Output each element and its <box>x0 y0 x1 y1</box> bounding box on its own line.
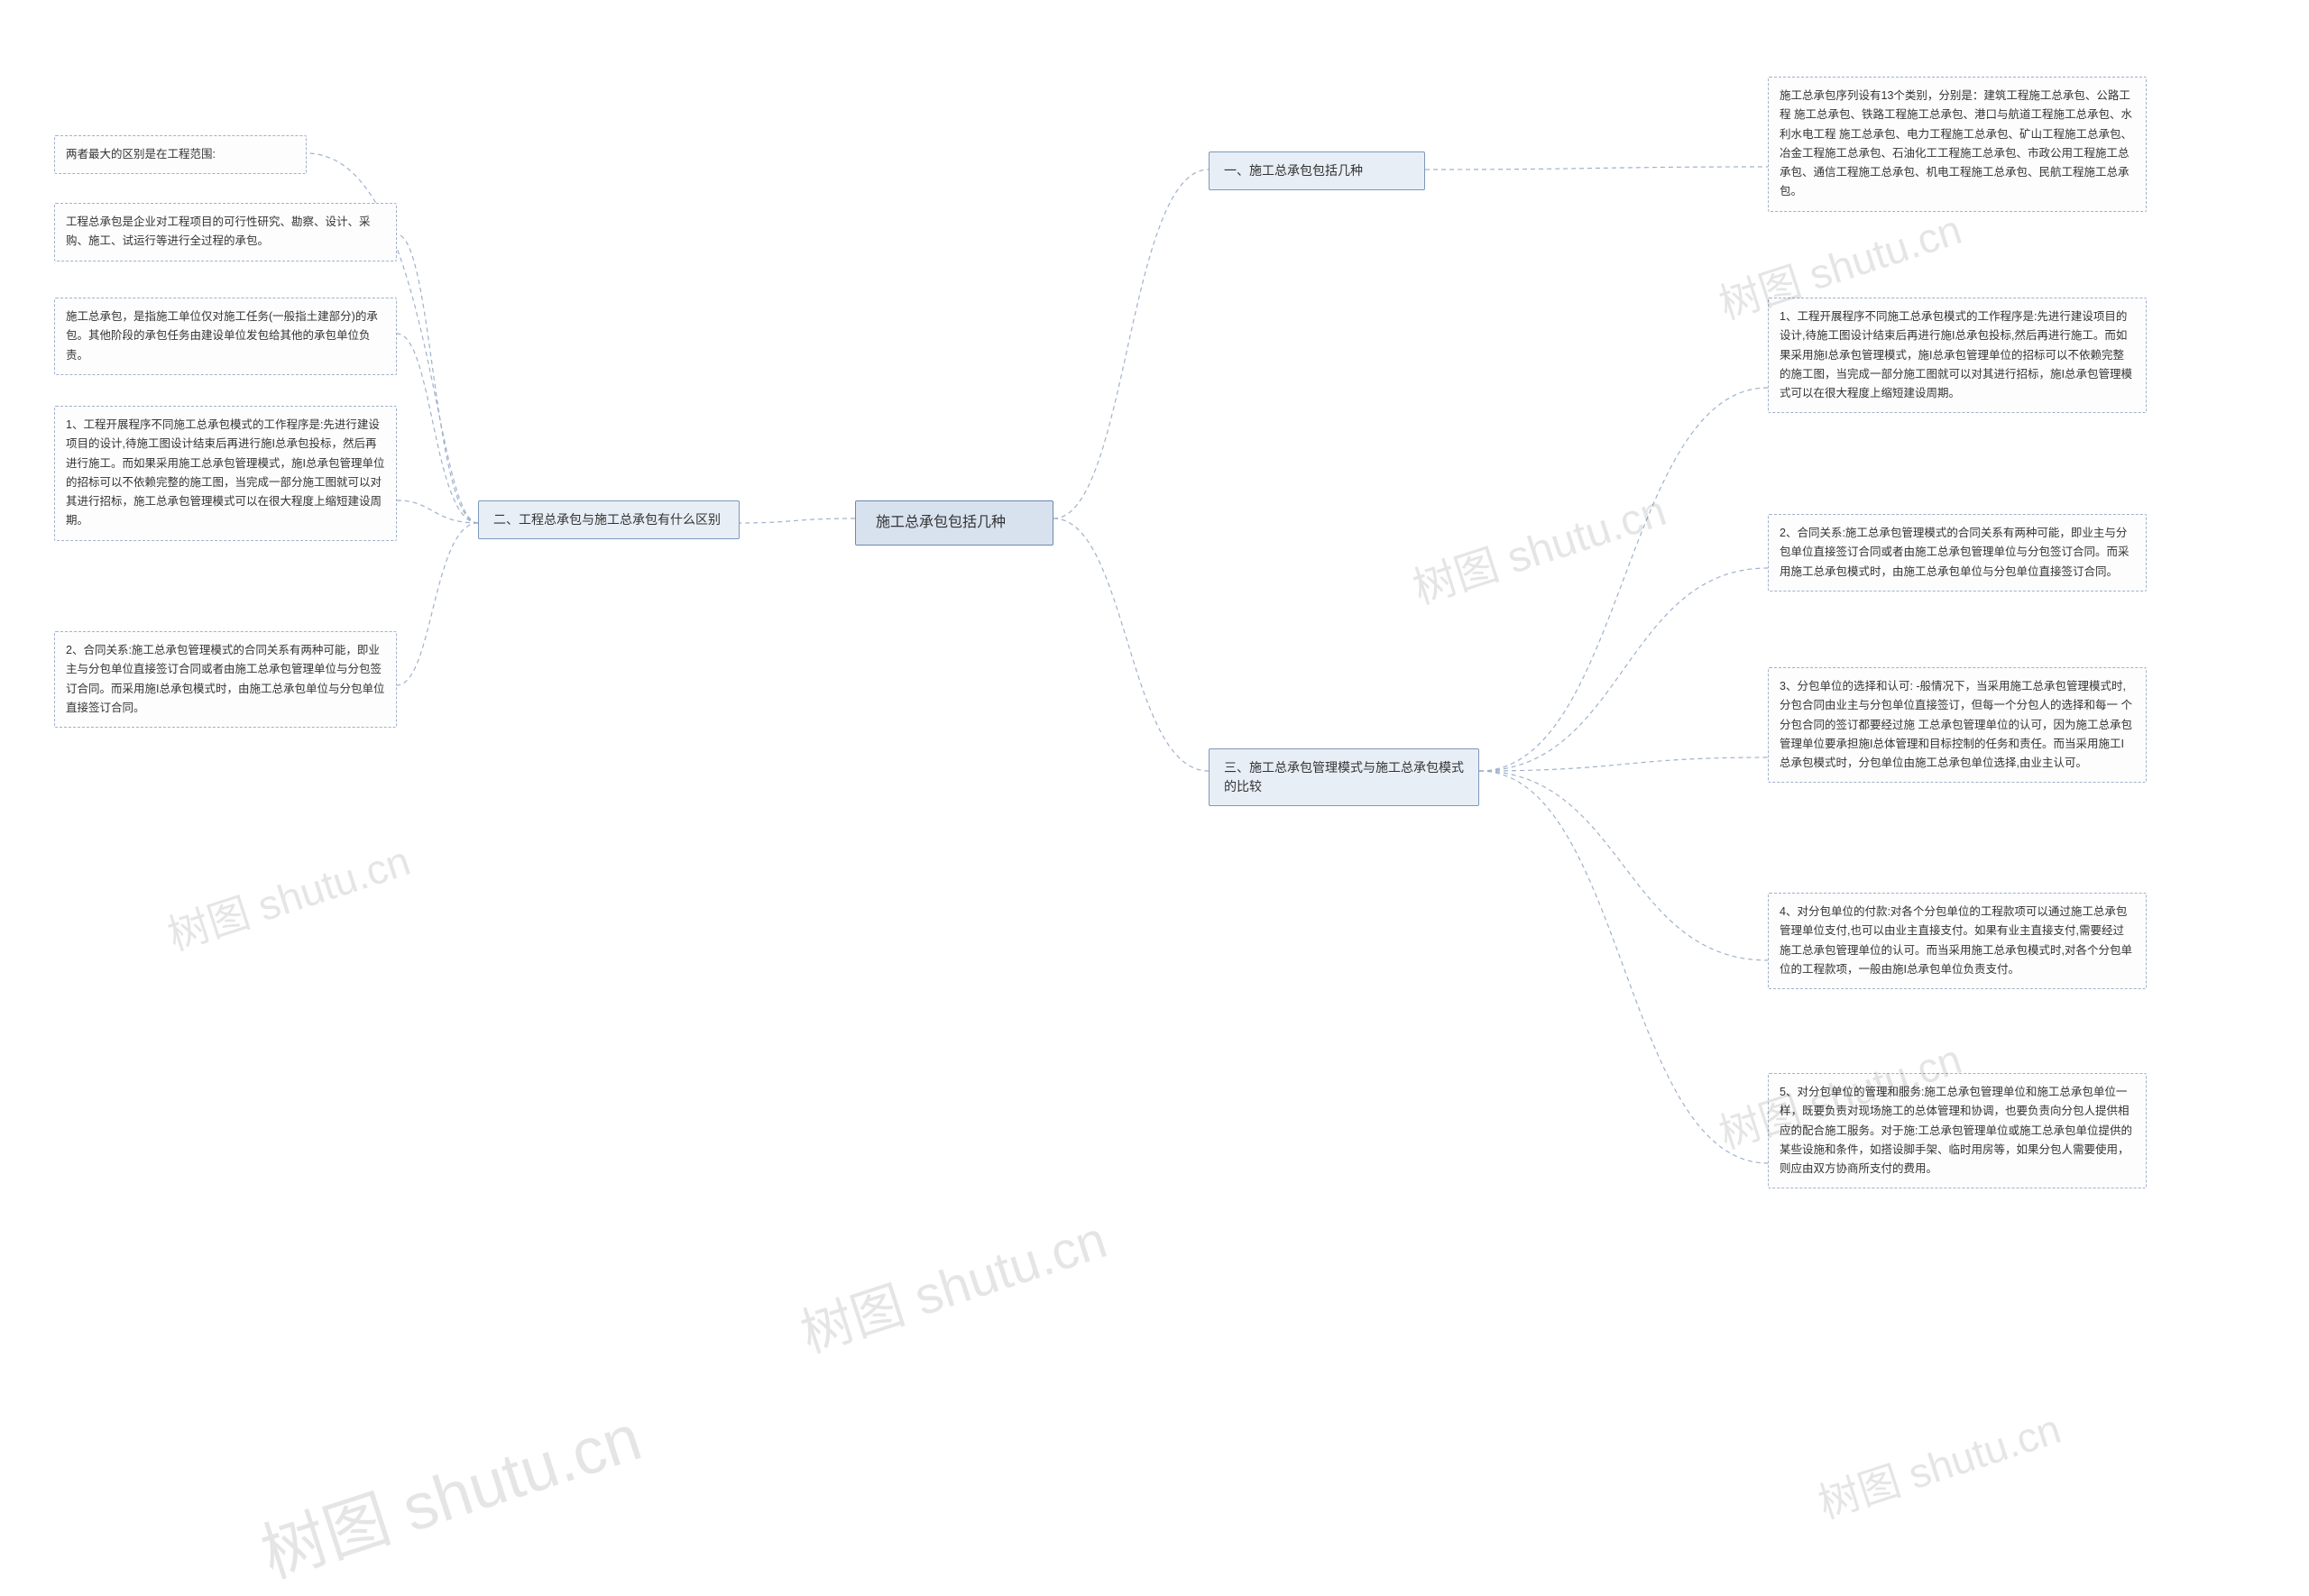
leaf-right-2-3: 4、对分包单位的付款:对各个分包单位的工程款项可以通过施工总承包管理单位支付,也… <box>1768 893 2147 989</box>
branch-label: 三、施工总承包管理模式与施工总承包模式的比较 <box>1224 760 1464 793</box>
leaf-right-2-4: 5、对分包单位的管理和服务:施工总承包管理单位和施工总承包单位一样，既要负责对现… <box>1768 1073 2147 1188</box>
branch-right-1: 一、施工总承包包括几种 <box>1209 151 1425 190</box>
branch-label: 二、工程总承包与施工总承包有什么区别 <box>493 512 721 527</box>
leaf-left-4: 2、合同关系:施工总承包管理模式的合同关系有两种可能，即业主与分包单位直接签订合… <box>54 631 397 728</box>
leaf-text: 两者最大的区别是在工程范围: <box>66 148 216 161</box>
leaf-text: 1、工程开展程序不同施工总承包模式的工作程序是:先进行建设项目的设计,待施工图设… <box>66 418 384 527</box>
center-label: 施工总承包包括几种 <box>876 515 1006 530</box>
leaf-text: 工程总承包是企业对工程项目的可行性研究、勘察、设计、采购、施工、试运行等进行全过… <box>66 216 371 247</box>
leaf-left-3: 1、工程开展程序不同施工总承包模式的工作程序是:先进行建设项目的设计,待施工图设… <box>54 406 397 541</box>
leaf-right-2-0: 1、工程开展程序不同施工总承包模式的工作程序是:先进行建设项目的设计,待施工图设… <box>1768 298 2147 413</box>
leaf-text: 1、工程开展程序不同施工总承包模式的工作程序是:先进行建设项目的设计,待施工图设… <box>1780 310 2132 399</box>
leaf-left-2: 施工总承包，是指施工单位仅对施工任务(一般指土建部分)的承包。其他阶段的承包任务… <box>54 298 397 375</box>
watermark: 树图 shutu.cn <box>1810 1397 2067 1531</box>
branch-right-2: 三、施工总承包管理模式与施工总承包模式的比较 <box>1209 748 1479 806</box>
center-node: 施工总承包包括几种 <box>855 500 1053 546</box>
leaf-right-2-2: 3、分包单位的选择和认可: -般情况下，当采用施工总承包管理模式时,分包合同由业… <box>1768 667 2147 783</box>
branch-label: 一、施工总承包包括几种 <box>1224 163 1363 178</box>
leaf-text: 2、合同关系:施工总承包管理模式的合同关系有两种可能，即业主与分包单位直接签订合… <box>1780 527 2130 578</box>
leaf-text: 施工总承包，是指施工单位仅对施工任务(一般指土建部分)的承包。其他阶段的承包任务… <box>66 310 378 362</box>
leaf-left-0: 两者最大的区别是在工程范围: <box>54 135 307 174</box>
leaf-right-1-0: 施工总承包序列设有13个类别，分别是：建筑工程施工总承包、公路工程 施工总承包、… <box>1768 77 2147 212</box>
leaf-right-2-1: 2、合同关系:施工总承包管理模式的合同关系有两种可能，即业主与分包单位直接签订合… <box>1768 514 2147 592</box>
leaf-text: 3、分包单位的选择和认可: -般情况下，当采用施工总承包管理模式时,分包合同由业… <box>1780 680 2132 769</box>
watermark: 树图 shutu.cn <box>790 1197 1115 1367</box>
leaf-text: 施工总承包序列设有13个类别，分别是：建筑工程施工总承包、公路工程 施工总承包、… <box>1780 89 2132 197</box>
leaf-text: 4、对分包单位的付款:对各个分包单位的工程款项可以通过施工总承包管理单位支付,也… <box>1780 905 2132 976</box>
watermark: 树图 shutu.cn <box>160 829 417 963</box>
branch-left: 二、工程总承包与施工总承包有什么区别 <box>478 500 740 539</box>
leaf-left-1: 工程总承包是企业对工程项目的可行性研究、勘察、设计、采购、施工、试运行等进行全过… <box>54 203 397 261</box>
leaf-text: 5、对分包单位的管理和服务:施工总承包管理单位和施工总承包单位一样，既要负责对现… <box>1780 1086 2132 1175</box>
leaf-text: 2、合同关系:施工总承包管理模式的合同关系有两种可能，即业主与分包单位直接签订合… <box>66 644 384 714</box>
watermark: 树图 shutu.cn <box>1403 475 1672 616</box>
watermark: 树图 shutu.cn <box>247 1384 650 1596</box>
